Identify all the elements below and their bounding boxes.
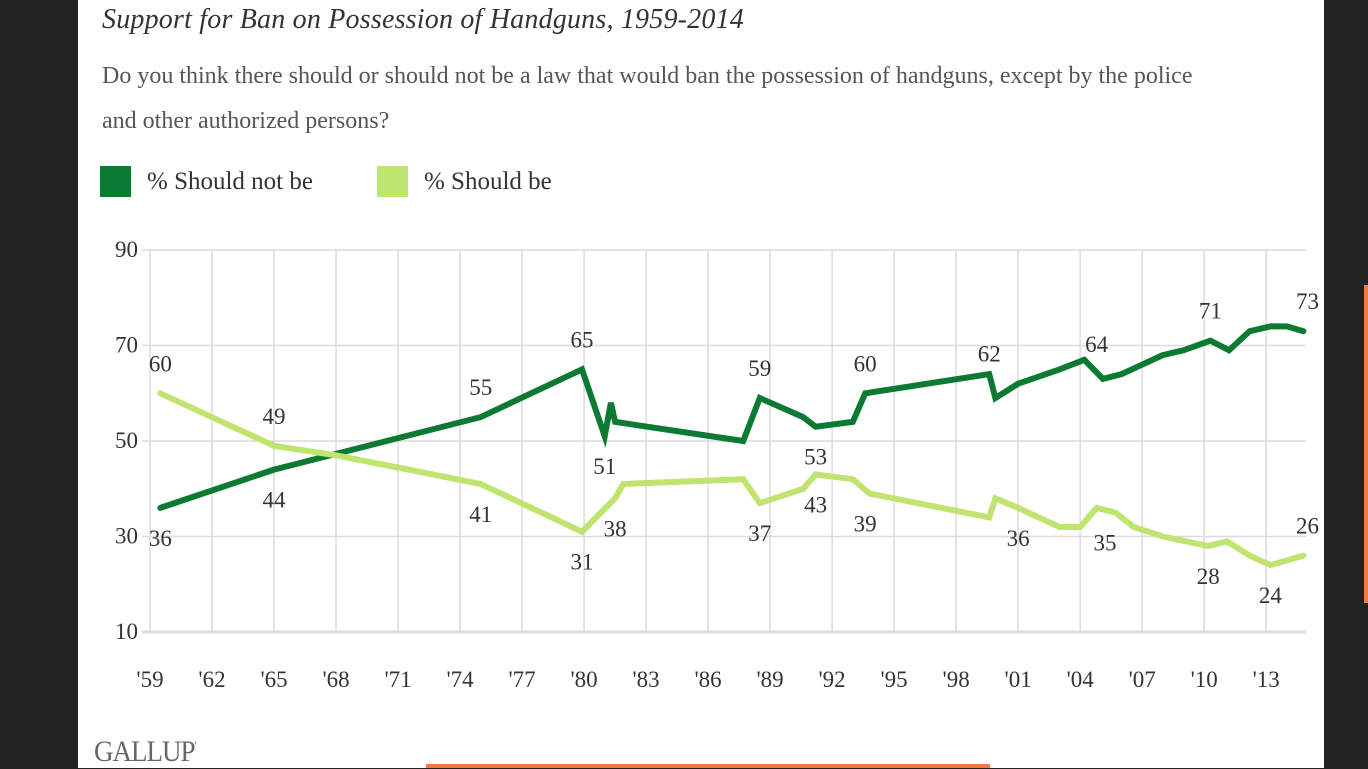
data-label: 60 — [854, 351, 877, 376]
data-label: 55 — [469, 375, 492, 400]
legend-swatch-should-be — [376, 166, 408, 197]
legend-label-should-not-be: % Should not be — [147, 167, 313, 195]
chart-panel: Support for Ban on Possession of Handgun… — [78, 0, 1324, 768]
x-tick-label: '07 — [1129, 667, 1156, 692]
legend-item-should-be: % Should be — [376, 166, 552, 197]
data-label: 65 — [571, 327, 594, 352]
data-label: 41 — [469, 502, 492, 527]
chart-title: Support for Ban on Possession of Handgun… — [102, 4, 744, 35]
y-tick-label: 10 — [115, 619, 138, 644]
x-tick-label: '71 — [384, 667, 411, 692]
data-label: 71 — [1199, 299, 1222, 324]
x-tick-label: '59 — [136, 667, 163, 692]
data-label: 26 — [1296, 514, 1319, 539]
y-tick-label: 30 — [115, 524, 138, 549]
gallup-logo: GALLUP' — [94, 734, 197, 768]
x-tick-label: '74 — [446, 667, 474, 692]
x-tick-label: '98 — [943, 667, 970, 692]
orange-side-decoration — [1364, 285, 1368, 603]
data-label: 64 — [1085, 332, 1109, 357]
x-tick-label: '04 — [1067, 667, 1095, 692]
x-tick-label: '80 — [570, 667, 597, 692]
data-label: 51 — [593, 454, 616, 479]
x-axis-ticks: '59 '62 '65 '68 '71 '74 '77 '80 '83 '86 '89 '92 '95 '… — [136, 667, 1279, 692]
data-label: 28 — [1197, 564, 1220, 589]
series-lines — [157, 323, 1307, 569]
data-label: 36 — [149, 526, 172, 551]
legend: % Should not be % Should be — [100, 166, 616, 197]
line-chart: 90 70 50 30 10 '59 '62 '65 '68 '71 '74 '77 '80 '83 '8… — [115, 237, 1319, 692]
data-label: 43 — [804, 492, 827, 517]
series-line-should-not-be — [157, 323, 1307, 511]
x-tick-label: '10 — [1191, 667, 1218, 692]
data-label: 31 — [571, 550, 594, 575]
y-tick-label: 50 — [115, 428, 138, 453]
x-tick-label: '01 — [1005, 667, 1032, 692]
x-tick-label: '62 — [198, 667, 225, 692]
data-label: 44 — [263, 488, 287, 513]
data-label: 49 — [263, 404, 286, 429]
data-label: 37 — [748, 521, 771, 546]
data-label: 35 — [1093, 531, 1116, 556]
data-label: 59 — [748, 356, 771, 381]
x-tick-label: '95 — [881, 667, 908, 692]
y-tick-label: 90 — [115, 237, 138, 262]
data-label: 62 — [978, 342, 1001, 367]
data-label: 38 — [604, 516, 627, 541]
y-axis-ticks: 90 70 50 30 10 — [115, 237, 138, 644]
data-label: 39 — [854, 512, 877, 537]
chart-subtitle: Do you think there should or should not … — [102, 63, 1193, 134]
data-label: 36 — [1007, 526, 1030, 551]
data-label: 24 — [1259, 583, 1283, 608]
data-label: 60 — [149, 351, 172, 376]
data-labels: 36 44 55 65 51 59 53 60 62 64 71 73 60 49 41 31 38 37 43 39… — [149, 289, 1319, 608]
x-tick-label: '86 — [695, 667, 722, 692]
x-tick-label: '68 — [322, 667, 349, 692]
legend-swatch-should-not-be — [100, 166, 131, 197]
orange-underline-decoration — [426, 764, 990, 768]
legend-label-should-be: % Should be — [423, 167, 552, 195]
x-tick-label: '77 — [508, 667, 535, 692]
gallup-logo-mark: ' — [194, 739, 197, 754]
x-tick-label: '89 — [757, 667, 784, 692]
series-line-should-be — [157, 390, 1307, 569]
x-tick-label: '83 — [633, 667, 660, 692]
x-tick-label: '13 — [1253, 667, 1280, 692]
data-label: 53 — [804, 445, 827, 470]
data-label: 73 — [1296, 289, 1319, 314]
legend-item-should-not-be: % Should not be — [100, 166, 313, 197]
y-tick-label: 70 — [115, 333, 138, 358]
x-tick-label: '65 — [260, 667, 287, 692]
x-tick-label: '92 — [819, 667, 846, 692]
gallup-logo-text: GALLUP — [94, 734, 195, 768]
